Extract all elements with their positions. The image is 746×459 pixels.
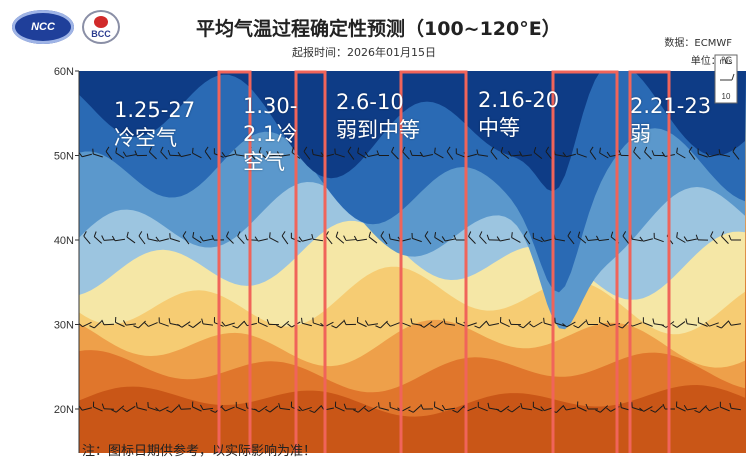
wind-legend-value: 10 xyxy=(722,92,731,101)
bcc-logo: BCC xyxy=(82,10,120,44)
bcc-swirl-icon xyxy=(94,16,108,28)
y-tick-label: 50N xyxy=(54,151,74,163)
y-tick-label: 60N xyxy=(54,66,74,78)
footnote: 注：图标日期供参考，以实际影响为准！ xyxy=(82,440,316,459)
unit-label: 单位：℃ xyxy=(691,52,732,67)
forecast-issue-time: 起报时间：2026年01月15日 xyxy=(292,44,436,60)
chart-title: 平均气温过程确定性预测（100~120°E） xyxy=(196,14,561,41)
y-tick-label: 40N xyxy=(54,235,74,247)
annotation-5: 2.21-23 弱 xyxy=(630,92,711,148)
annotation-4: 2.16-20 中等 xyxy=(478,86,559,142)
y-axis: 60N 50N 40N 30N 20N xyxy=(54,66,79,453)
y-tick-label: 20N xyxy=(54,404,74,416)
annotation-1: 1.25-27 冷空气 xyxy=(114,96,195,152)
data-source: 数据：ECMWF xyxy=(664,34,732,49)
annotation-2: 1.30- 2.1冷 空气 xyxy=(243,92,297,176)
ncc-logo: NCC xyxy=(12,10,74,44)
y-tick-label: 30N xyxy=(54,320,74,332)
annotation-3: 2.6-10 弱到中等 xyxy=(336,88,420,144)
